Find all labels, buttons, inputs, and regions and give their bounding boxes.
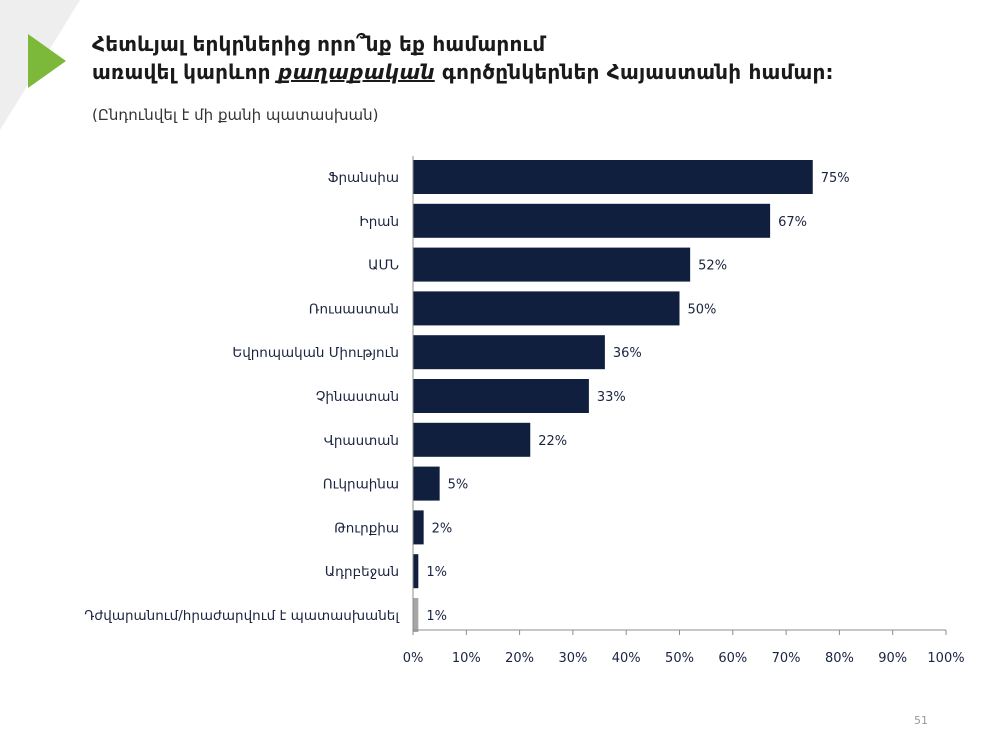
value-label: 22% xyxy=(538,434,567,449)
bar xyxy=(413,598,419,632)
x-tick-label: 90% xyxy=(878,651,907,666)
title-line-2-post: գործընկերներ Հայաստանի համար: xyxy=(434,60,834,84)
category-label: Ուկրաինա xyxy=(323,477,399,493)
x-tick-label: 0% xyxy=(403,651,424,666)
bar xyxy=(413,554,419,589)
value-label: 2% xyxy=(432,521,453,536)
category-label: ԱՄՆ xyxy=(368,258,399,274)
x-tick-label: 70% xyxy=(772,651,801,666)
value-label: 33% xyxy=(597,390,626,405)
bar xyxy=(413,291,680,326)
bar xyxy=(413,510,424,545)
category-label: Ֆրանսիա xyxy=(328,170,399,186)
page-number: 51 xyxy=(914,714,928,727)
category-label: Դժվարանում/հրաժարվում է պատասխանել xyxy=(84,608,400,624)
play-arrow-icon xyxy=(28,34,66,88)
x-tick-label: 80% xyxy=(825,651,854,666)
value-label: 67% xyxy=(778,215,807,230)
category-label: Չինաստան xyxy=(316,389,399,405)
category-label: Ադրբեջան xyxy=(325,564,399,580)
category-label: Վրաստան xyxy=(324,433,399,449)
value-label: 50% xyxy=(688,302,717,317)
bar xyxy=(413,203,771,238)
bar xyxy=(413,160,813,194)
title-line-1: Հետևյալ երկրներից որո՞նք եք համարում xyxy=(92,32,546,56)
value-label: 75% xyxy=(821,171,850,186)
bar xyxy=(413,422,531,457)
value-label: 36% xyxy=(613,346,642,361)
value-label: 1% xyxy=(426,609,447,624)
x-tick-label: 10% xyxy=(452,651,481,666)
x-tick-label: 60% xyxy=(718,651,747,666)
category-label: Ռուսաստան xyxy=(309,301,399,317)
value-label: 52% xyxy=(698,259,727,274)
category-label: Թուրքիա xyxy=(334,520,399,536)
title-emphasis: քաղաքական xyxy=(277,60,435,84)
bar xyxy=(413,466,440,501)
bar xyxy=(413,335,605,370)
title-line-2-pre: առավել կարևոր xyxy=(92,60,278,84)
category-label: Եվրոպական Միություն xyxy=(232,345,399,361)
x-tick-label: 100% xyxy=(927,651,964,666)
category-label: Իրան xyxy=(359,214,399,230)
bar xyxy=(413,379,589,413)
title-line-2: առավել կարևոր քաղաքական գործընկերներ Հայ… xyxy=(92,58,972,86)
slide-title: Հետևյալ երկրներից որո՞նք եք համարում առա… xyxy=(92,30,972,86)
x-tick-label: 50% xyxy=(665,651,694,666)
x-tick-label: 30% xyxy=(558,651,587,666)
value-label: 1% xyxy=(426,565,447,580)
bar xyxy=(413,247,691,282)
x-tick-label: 20% xyxy=(505,651,534,666)
value-label: 5% xyxy=(448,478,469,493)
x-tick-label: 40% xyxy=(612,651,641,666)
slide-subtitle: (Ընդունվել է մի քանի պատասխան) xyxy=(92,106,379,124)
